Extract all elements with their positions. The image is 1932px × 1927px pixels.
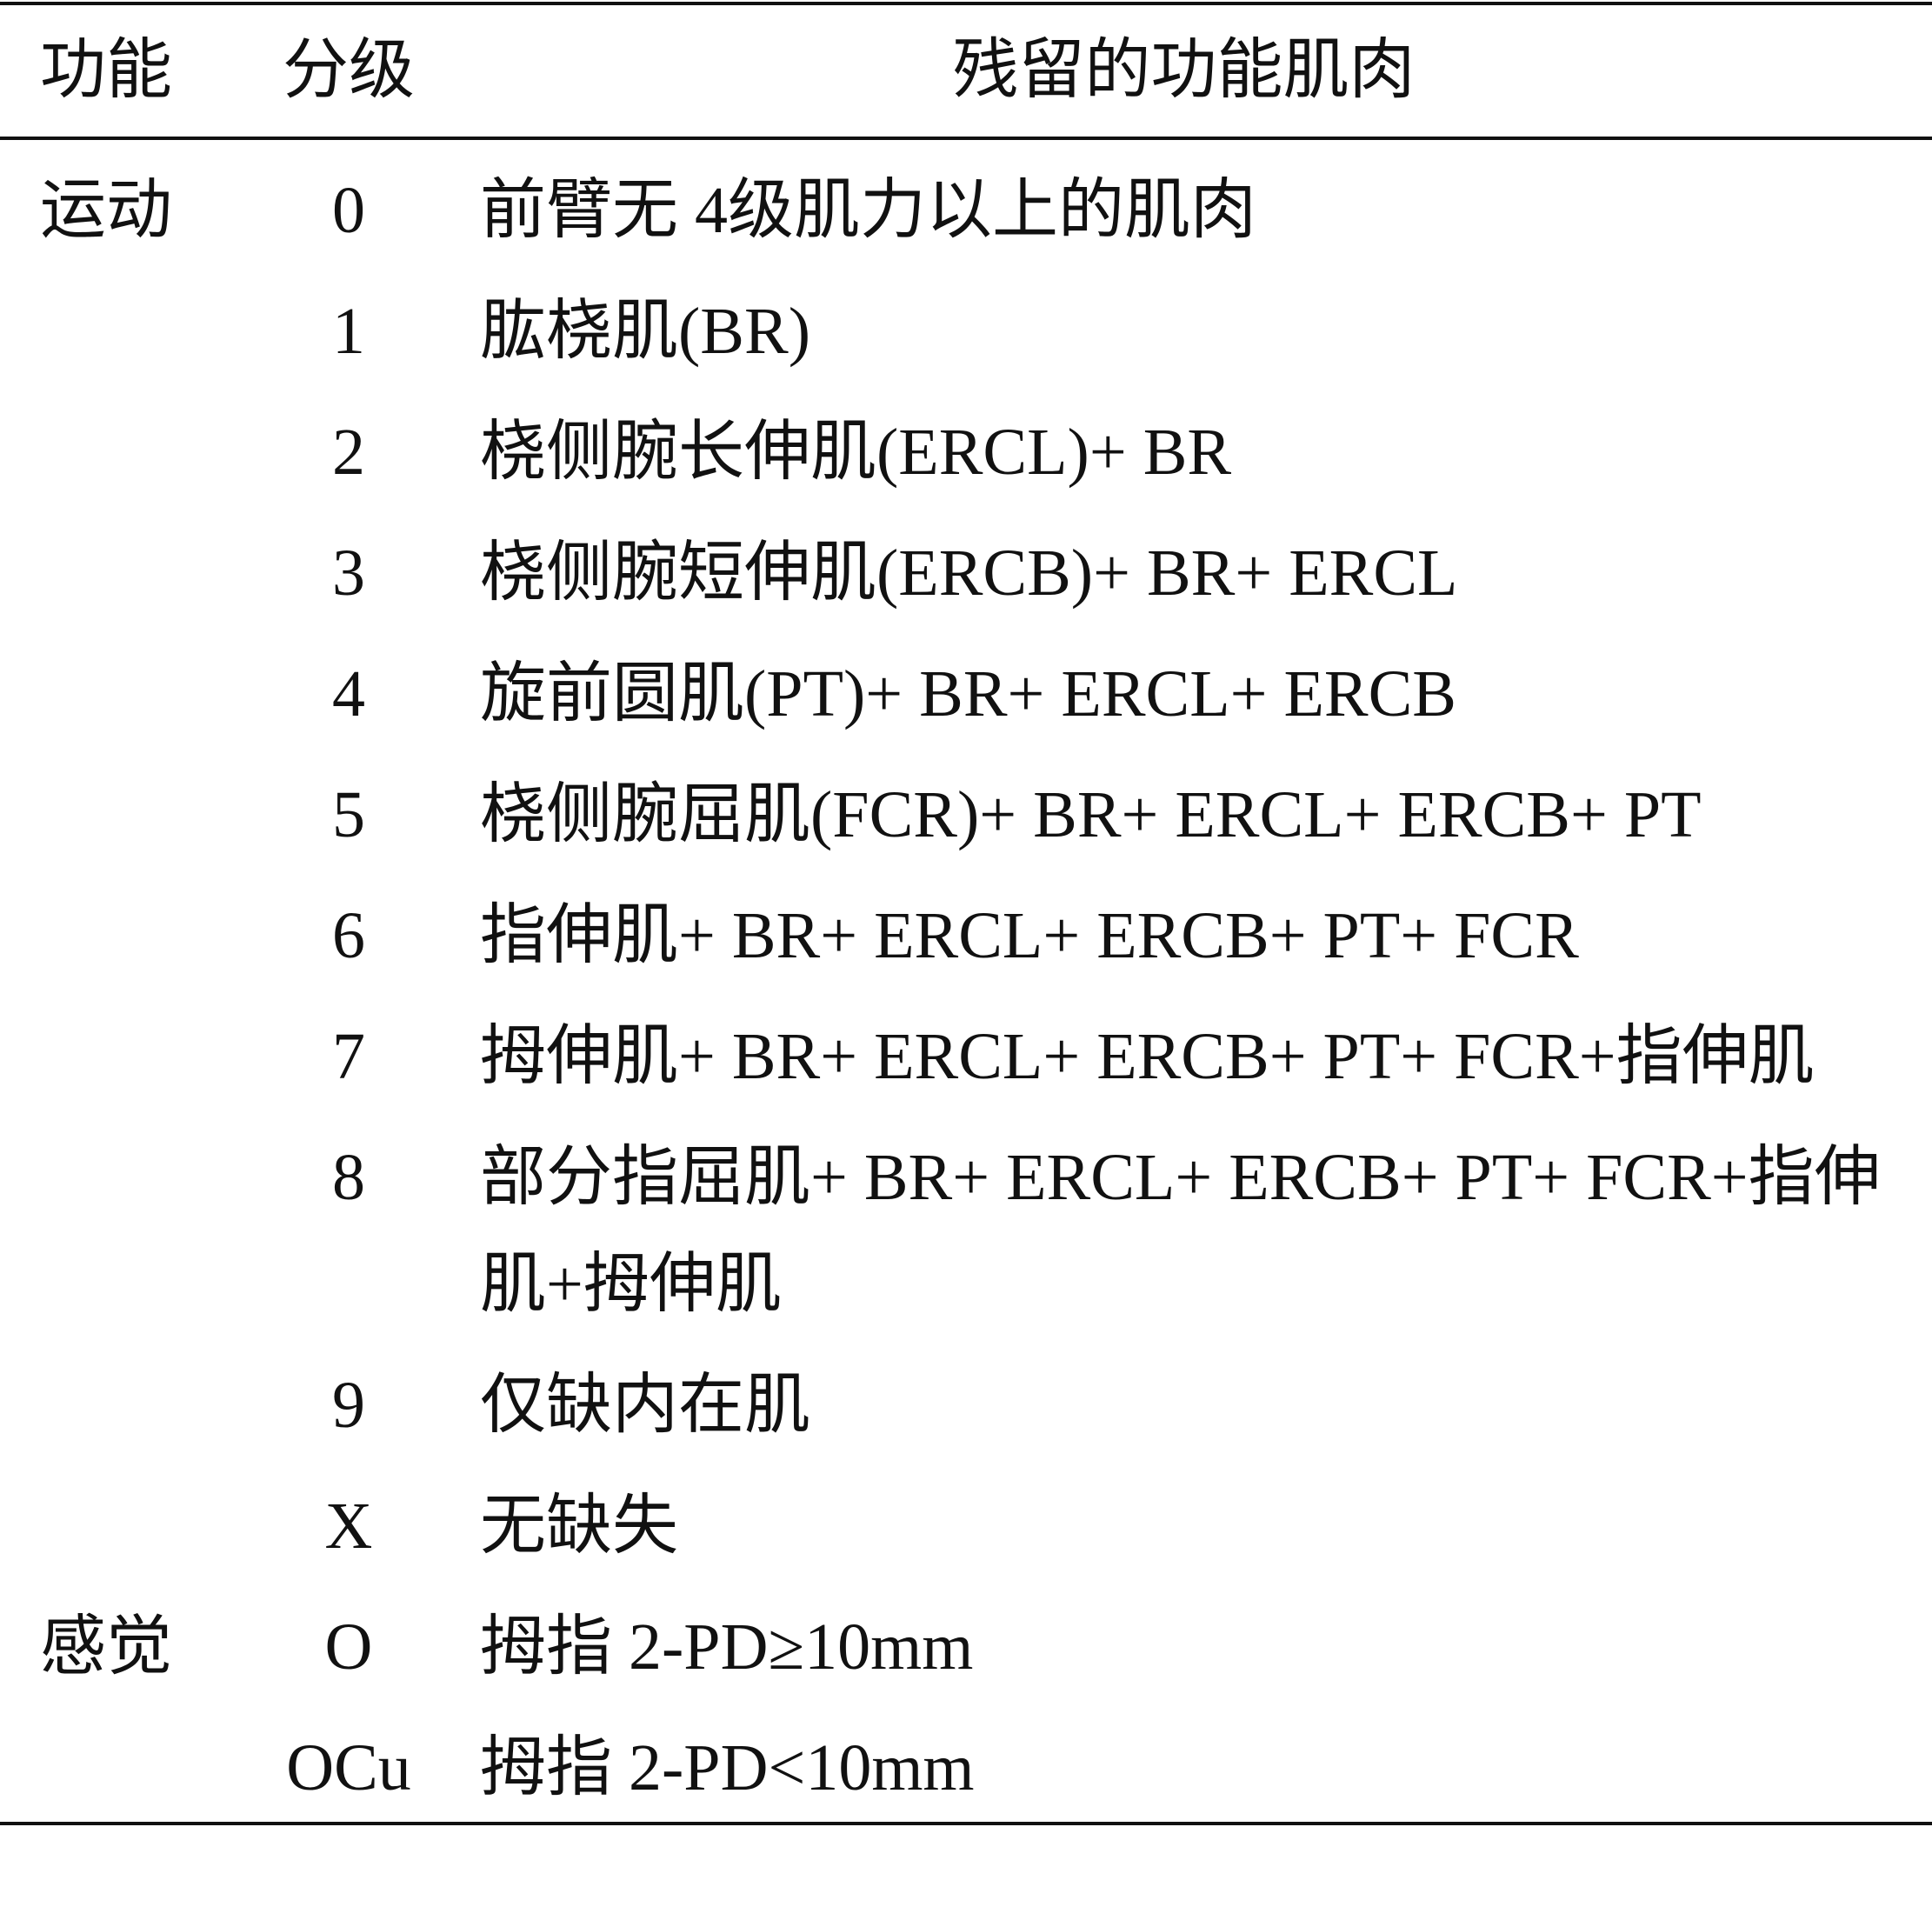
table-row: 8 部分指屈肌+ BR+ ERCL+ ERCB+ PT+ FCR+指伸肌+拇伸肌 xyxy=(0,1117,1932,1345)
table-row: OCu 拇指 2-PD<10mm xyxy=(0,1708,1932,1824)
muscles-cell: 前臂无 4级肌力以上的肌肉 xyxy=(480,174,1256,247)
table-row: 1 肱桡肌(BR) xyxy=(0,271,1932,392)
table-row: 5 桡侧腕屈肌(FCR)+ BR+ ERCL+ ERCB+ PT xyxy=(0,755,1932,876)
function-cell: 感觉 xyxy=(40,1610,172,1684)
muscles-cell: 部分指屈肌+ BR+ ERCL+ ERCB+ PT+ FCR+指伸肌+拇伸肌 xyxy=(480,1141,1881,1321)
table-row: 运动 0 前臂无 4级肌力以上的肌肉 xyxy=(0,138,1932,271)
muscles-cell: 桡侧腕长伸肌(ERCL)+ BR xyxy=(480,416,1232,489)
grade-cell: 2 xyxy=(332,416,365,489)
muscles-cell: 桡侧腕屈肌(FCR)+ BR+ ERCL+ ERCB+ PT xyxy=(480,778,1702,851)
grade-cell: 1 xyxy=(332,295,365,368)
table: 功能 分级 残留的功能肌肉 运动 0 前臂无 4级肌力以上的肌肉 1 肱桡肌(BR) 2 桡… xyxy=(0,2,1932,1825)
header-row: 功能 分级 残留的功能肌肉 xyxy=(0,3,1932,140)
header-cell: 功能 xyxy=(0,3,253,140)
muscles-cell: 桡侧腕短伸肌(ERCB)+ BR+ ERCL xyxy=(480,537,1458,610)
grade-cell: 0 xyxy=(332,174,365,247)
grade-cell: 4 xyxy=(332,657,365,730)
grade-cell: 7 xyxy=(332,1020,365,1093)
function-cell xyxy=(0,755,253,876)
header-cell: 残留的功能肌肉 xyxy=(444,3,1932,140)
function-cell xyxy=(0,997,253,1117)
table-row: 2 桡侧腕长伸肌(ERCL)+ BR xyxy=(0,392,1932,513)
muscles-cell: 拇指 2-PD<10mm xyxy=(480,1731,975,1804)
function-cell xyxy=(0,634,253,755)
table-body: 运动 0 前臂无 4级肌力以上的肌肉 1 肱桡肌(BR) 2 桡侧腕长伸肌(ERCL)+ B… xyxy=(0,138,1932,1824)
muscles-cell: 拇伸肌+ BR+ ERCL+ ERCB+ PT+ FCR+指伸肌 xyxy=(480,1020,1815,1093)
muscles-cell: 肱桡肌(BR) xyxy=(480,295,810,368)
table-row: 感觉 O 拇指 2-PD≥10mm xyxy=(0,1587,1932,1708)
table-row: X 无缺失 xyxy=(0,1466,1932,1587)
grade-cell: OCu xyxy=(286,1731,411,1804)
muscles-cell: 无缺失 xyxy=(480,1490,678,1563)
muscles-cell: 指伸肌+ BR+ ERCL+ ERCB+ PT+ FCR xyxy=(480,899,1579,972)
function-cell xyxy=(0,1708,253,1824)
table-header: 功能 分级 残留的功能肌肉 xyxy=(0,3,1932,140)
grade-cell: 6 xyxy=(332,899,365,972)
grade-cell: X xyxy=(324,1490,373,1563)
muscles-cell: 旋前圆肌(PT)+ BR+ ERCL+ ERCB xyxy=(480,657,1457,730)
function-cell xyxy=(0,1117,253,1345)
grade-cell: 9 xyxy=(332,1369,365,1442)
table-row: 9 仅缺内在肌 xyxy=(0,1345,1932,1466)
function-cell xyxy=(0,1466,253,1587)
muscles-cell: 拇指 2-PD≥10mm xyxy=(480,1610,974,1684)
muscles-cell: 仅缺内在肌 xyxy=(480,1369,810,1442)
table-row: 3 桡侧腕短伸肌(ERCB)+ BR+ ERCL xyxy=(0,513,1932,634)
function-cell xyxy=(0,1345,253,1466)
function-cell xyxy=(0,271,253,392)
header-cell: 分级 xyxy=(253,3,444,140)
table-row: 7 拇伸肌+ BR+ ERCL+ ERCB+ PT+ FCR+指伸肌 xyxy=(0,997,1932,1117)
table-row: 4 旋前圆肌(PT)+ BR+ ERCL+ ERCB xyxy=(0,634,1932,755)
function-cell xyxy=(0,876,253,997)
grade-cell: 8 xyxy=(332,1141,365,1214)
grade-cell: 5 xyxy=(332,778,365,851)
function-cell xyxy=(0,392,253,513)
function-cell xyxy=(0,513,253,634)
function-cell: 运动 xyxy=(40,174,172,247)
table-row: 6 指伸肌+ BR+ ERCL+ ERCB+ PT+ FCR xyxy=(0,876,1932,997)
grade-cell: O xyxy=(324,1610,373,1684)
grade-cell: 3 xyxy=(332,537,365,610)
